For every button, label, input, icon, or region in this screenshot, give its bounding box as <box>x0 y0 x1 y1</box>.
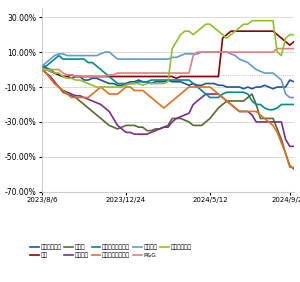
Legend: 上海総合指数, 花王, 資生堂, コーセー, ポーラ・オルビス, エスティローダー, ロレアル, P&G, 日経平均株価: 上海総合指数, 花王, 資生堂, コーセー, ポーラ・オルビス, エスティローダ… <box>30 244 192 259</box>
